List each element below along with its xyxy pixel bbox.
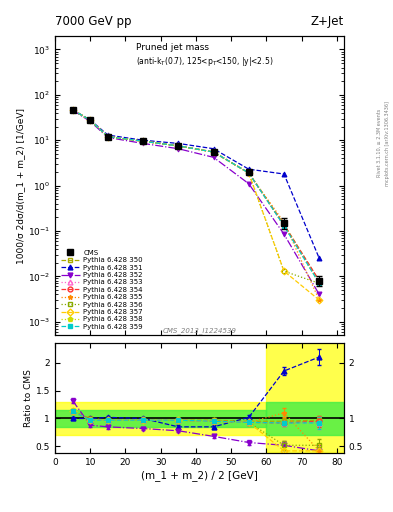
Text: CMS_2013_I1224539: CMS_2013_I1224539: [162, 327, 237, 334]
Legend: CMS, Pythia 6.428 350, Pythia 6.428 351, Pythia 6.428 352, Pythia 6.428 353, Pyt: CMS, Pythia 6.428 350, Pythia 6.428 351,…: [59, 248, 145, 332]
Text: Pruned jet mass: Pruned jet mass: [136, 44, 209, 52]
Text: Rivet 3.1.10, ≥ 2.3M events: Rivet 3.1.10, ≥ 2.3M events: [377, 109, 382, 178]
Text: mcplots.cern.ch [arXiv:1306.3436]: mcplots.cern.ch [arXiv:1306.3436]: [385, 101, 389, 186]
Text: Z+Jet: Z+Jet: [310, 15, 344, 28]
X-axis label: (m_1 + m_2) / 2 [GeV]: (m_1 + m_2) / 2 [GeV]: [141, 470, 258, 481]
Text: 7000 GeV pp: 7000 GeV pp: [55, 15, 132, 28]
Y-axis label: 1000/σ 2dσ/d(m_1 + m_2) [1/GeV]: 1000/σ 2dσ/d(m_1 + m_2) [1/GeV]: [16, 108, 25, 264]
Y-axis label: Ratio to CMS: Ratio to CMS: [24, 369, 33, 427]
Text: (anti-k$_T$(0.7), 125<p$_T$<150, |y|<2.5): (anti-k$_T$(0.7), 125<p$_T$<150, |y|<2.5…: [136, 55, 274, 68]
